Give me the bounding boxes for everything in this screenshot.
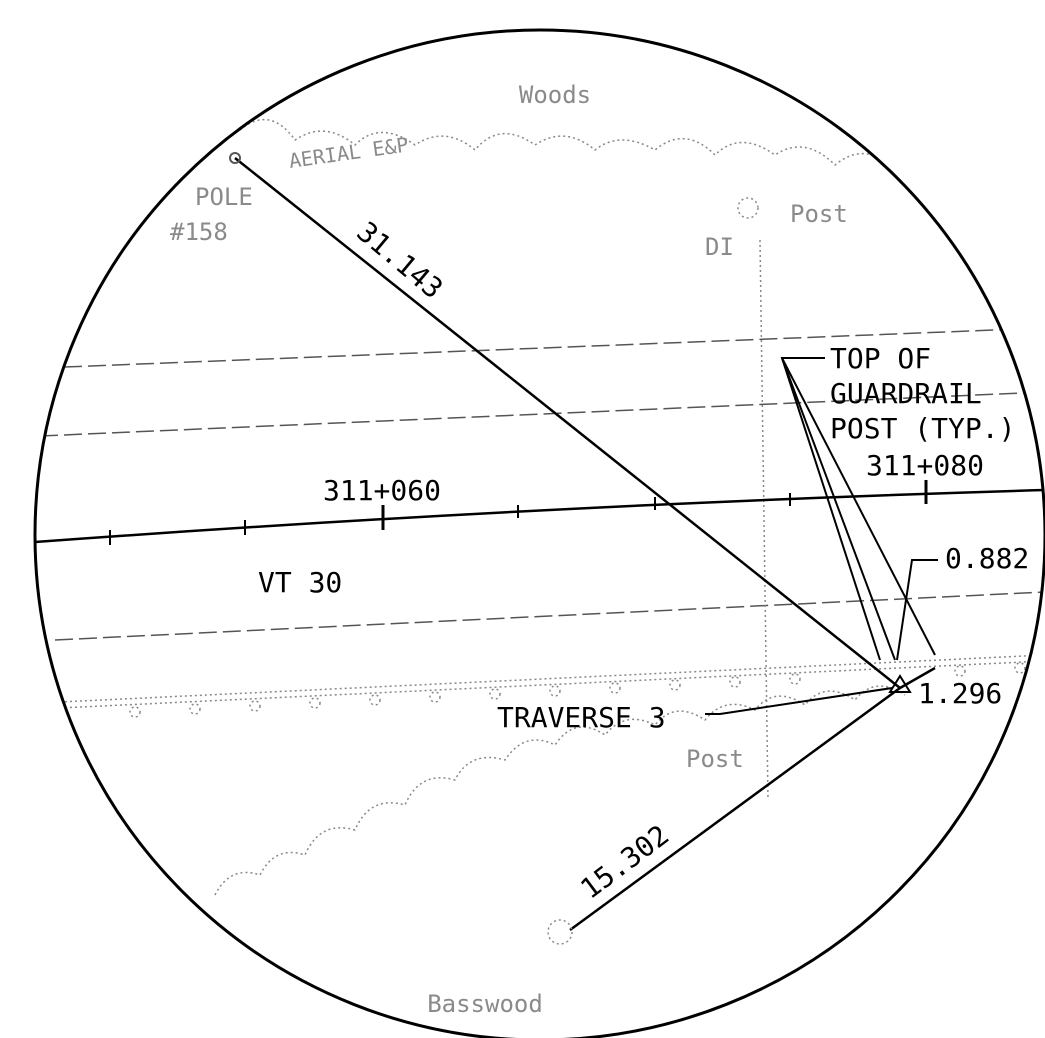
station: 311+080: [866, 449, 984, 482]
note: GUARDRAIL: [830, 377, 982, 410]
post-symbol: [738, 198, 758, 218]
label: Post: [790, 200, 848, 228]
road-name: VT 30: [258, 566, 342, 599]
label: #158: [170, 218, 228, 246]
note: POST (TYP.): [830, 412, 1015, 445]
edge-line: [55, 592, 1045, 640]
label: Basswood: [427, 990, 543, 1018]
alignment: [35, 490, 1045, 542]
traverse-label: TRAVERSE 3: [497, 701, 666, 734]
frame: [35, 30, 1045, 1038]
label: Woods: [519, 81, 591, 109]
dimension: 0.882: [945, 542, 1029, 575]
station: 311+060: [323, 474, 441, 507]
dimension: 31.143: [351, 215, 450, 305]
dimension: 15.302: [574, 818, 675, 905]
drawing: Woods POLE #158 AERIAL E&P Post DI 31.14…: [0, 0, 1045, 1038]
label: DI: [705, 233, 734, 261]
label: POLE: [195, 183, 253, 211]
note: TOP OF: [830, 342, 931, 375]
label: Post: [686, 745, 744, 773]
label: AERIAL E&P: [287, 132, 410, 173]
station-ticks: [110, 480, 926, 545]
tree: [548, 920, 572, 944]
dimension: 1.296: [918, 677, 1002, 710]
utility-line: [760, 240, 768, 800]
